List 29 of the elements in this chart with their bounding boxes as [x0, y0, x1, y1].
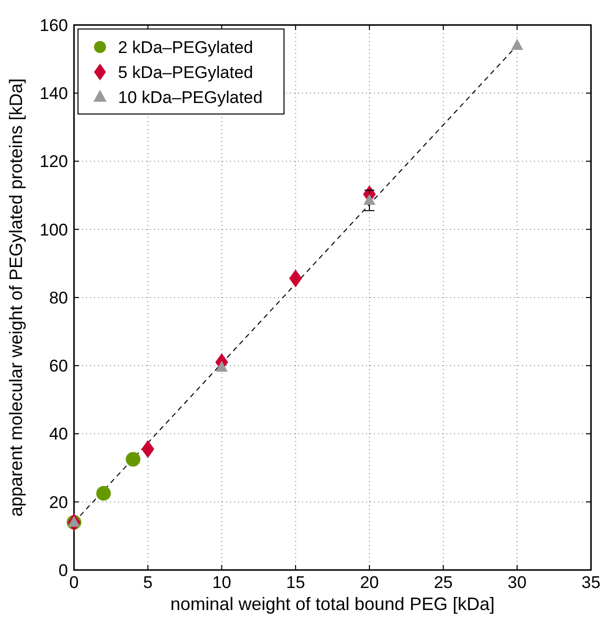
point [68, 516, 80, 527]
legend-label: 5 kDa–PEGylated [118, 62, 254, 82]
x-tick-label: 35 [582, 573, 600, 592]
y-tick-label: 100 [40, 220, 68, 240]
point [363, 194, 376, 205]
x-tick-label: 10 [212, 573, 232, 592]
x-axis-title: nominal weight of total bound PEG [kDa] [170, 594, 495, 614]
y-tick-label: 160 [40, 16, 68, 35]
x-tick-label: 20 [360, 573, 379, 592]
y-tick-label: 40 [49, 424, 68, 444]
point [511, 38, 524, 50]
x-tick-label: 15 [286, 573, 306, 592]
point [216, 360, 228, 372]
x-tick-label: 25 [434, 573, 453, 592]
point [96, 486, 111, 501]
point [141, 440, 154, 458]
point [289, 269, 302, 288]
legend-label: 2 kDa–PEGylated [118, 38, 254, 57]
legend-label: 10 kDa–PEGylated [118, 88, 263, 107]
y-tick-label: 0 [58, 560, 68, 580]
y-tick-label: 20 [49, 492, 68, 512]
y-tick-label: 120 [40, 152, 68, 172]
x-tick-label: 30 [508, 573, 527, 592]
y-tick-label: 140 [40, 84, 68, 104]
y-tick-label: 80 [49, 288, 68, 308]
y-tick-label: 60 [49, 356, 68, 376]
x-tick-label: 5 [143, 573, 153, 592]
y-axis-title: apparent molecular weight of PEGylated proteins [kDa] [6, 78, 26, 517]
point [126, 452, 140, 467]
